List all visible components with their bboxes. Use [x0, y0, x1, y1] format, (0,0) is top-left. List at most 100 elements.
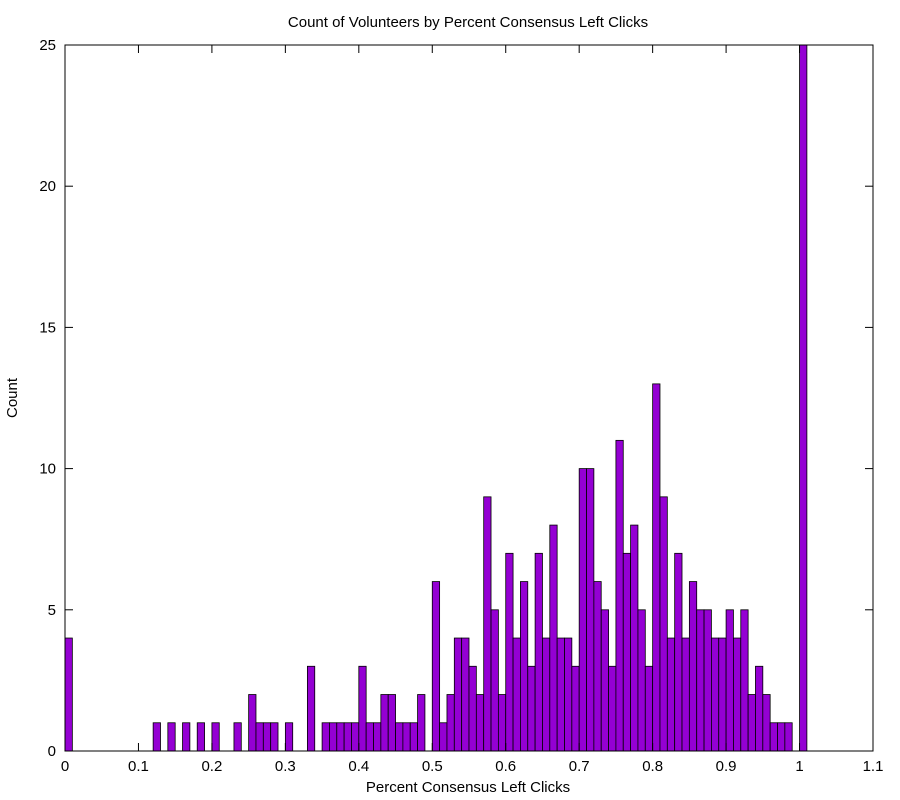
- histogram-bar: [402, 722, 411, 752]
- histogram-bar: [703, 609, 712, 752]
- histogram-bar: [468, 665, 477, 752]
- histogram-bar: [600, 609, 609, 752]
- histogram-bar: [182, 722, 191, 752]
- histogram-bar: [497, 694, 507, 752]
- histogram-bar: [652, 383, 661, 752]
- histogram-bar: [534, 552, 543, 752]
- histogram-bar: [556, 637, 565, 752]
- histogram-bar: [475, 694, 485, 752]
- histogram-bar: [453, 637, 463, 752]
- histogram-bar: [688, 581, 698, 752]
- histogram-bar: [233, 722, 242, 752]
- histogram-bar: [586, 468, 595, 752]
- x-tick-label: 0.1: [128, 758, 149, 775]
- histogram-bar: [542, 637, 551, 752]
- histogram-bar: [593, 581, 602, 752]
- bar-group: [64, 44, 808, 752]
- histogram-bar: [674, 552, 683, 752]
- x-tick-label: 0.8: [642, 758, 663, 775]
- y-tick-label: 15: [39, 319, 56, 336]
- histogram-bar: [733, 637, 742, 752]
- histogram-bar: [329, 722, 338, 752]
- histogram-bar: [196, 722, 205, 752]
- histogram-bar: [490, 609, 499, 752]
- histogram-bar: [512, 637, 521, 752]
- histogram-bar: [520, 581, 529, 752]
- histogram-bar: [64, 637, 73, 752]
- y-tick-label: 20: [39, 178, 56, 195]
- histogram-bar: [769, 722, 778, 752]
- histogram-bar: [284, 722, 294, 752]
- histogram-bar: [446, 694, 455, 752]
- histogram-bar: [637, 609, 646, 752]
- y-tick-label: 25: [39, 37, 56, 54]
- histogram-bar: [461, 637, 470, 752]
- chart-title: Count of Volunteers by Percent Consensus…: [288, 14, 648, 31]
- histogram-bar: [718, 637, 727, 752]
- histogram-bar: [549, 524, 558, 752]
- histogram-bar: [343, 722, 352, 752]
- histogram-bar: [306, 665, 316, 752]
- histogram-bar: [395, 722, 404, 752]
- histogram-bar: [777, 722, 786, 752]
- histogram-bar: [725, 609, 734, 752]
- x-axis-label: Percent Consensus Left Clicks: [366, 779, 570, 796]
- histogram-bar: [711, 637, 720, 752]
- histogram-bar: [365, 722, 374, 752]
- histogram-bar: [615, 439, 624, 752]
- x-tick-label: 0.7: [569, 758, 590, 775]
- histogram-bar: [248, 694, 257, 752]
- x-tick-label: 0.5: [422, 758, 443, 775]
- histogram-bar: [659, 496, 668, 752]
- histogram-bar: [380, 694, 389, 752]
- histogram-bar: [762, 694, 771, 752]
- tick-group: 0 0.1 0.2 0.3 0.4 0.5 0.6 0.7 0.8 0.9 1 1.1 0 5 10 15 20…: [39, 37, 883, 775]
- histogram-bar: [321, 722, 330, 752]
- histogram-bar: [211, 722, 220, 752]
- x-tick-label: 0: [61, 758, 69, 775]
- histogram-bar: [439, 722, 448, 752]
- histogram-bar: [578, 468, 587, 752]
- y-tick-label: 0: [48, 743, 56, 760]
- histogram-bar: [799, 44, 808, 752]
- histogram-bar: [644, 665, 654, 752]
- histogram-bar: [167, 722, 176, 752]
- histogram-bar: [431, 581, 441, 752]
- histogram-bar: [262, 722, 272, 752]
- x-tick-label: 0.2: [201, 758, 222, 775]
- histogram-bar: [351, 722, 360, 752]
- histogram-bar: [387, 694, 396, 752]
- histogram-bar: [358, 665, 367, 752]
- histogram-bar: [755, 665, 764, 752]
- histogram-bar: [784, 722, 793, 752]
- histogram-bar: [747, 694, 756, 752]
- histogram-bar: [270, 722, 279, 752]
- x-tick-label: 1: [795, 758, 803, 775]
- x-tick-label: 1.1: [863, 758, 884, 775]
- histogram-bar: [696, 609, 705, 752]
- histogram-bar: [409, 722, 418, 752]
- x-tick-label: 0.9: [716, 758, 737, 775]
- histogram-bar: [571, 665, 580, 752]
- histogram-bar: [417, 694, 426, 752]
- histogram-bar: [152, 722, 161, 752]
- histogram-bar: [564, 637, 573, 752]
- histogram-bar: [373, 722, 382, 752]
- y-tick-label: 5: [48, 602, 56, 619]
- histogram-bar: [740, 609, 749, 752]
- histogram-bar: [483, 496, 492, 752]
- x-tick-label: 0.6: [495, 758, 516, 775]
- histogram-bar: [622, 552, 631, 752]
- plot-frame: [64, 44, 874, 752]
- histogram-bar: [527, 665, 536, 752]
- y-tick-label: 10: [39, 461, 56, 478]
- histogram-bar: [255, 722, 264, 752]
- histogram-bar: [336, 722, 345, 752]
- y-axis-label: Count: [4, 377, 21, 418]
- histogram-bar: [505, 552, 514, 752]
- x-tick-label: 0.3: [275, 758, 296, 775]
- histogram-bar: [681, 637, 690, 752]
- histogram-bar: [608, 665, 617, 752]
- x-tick-label: 0.4: [348, 758, 369, 775]
